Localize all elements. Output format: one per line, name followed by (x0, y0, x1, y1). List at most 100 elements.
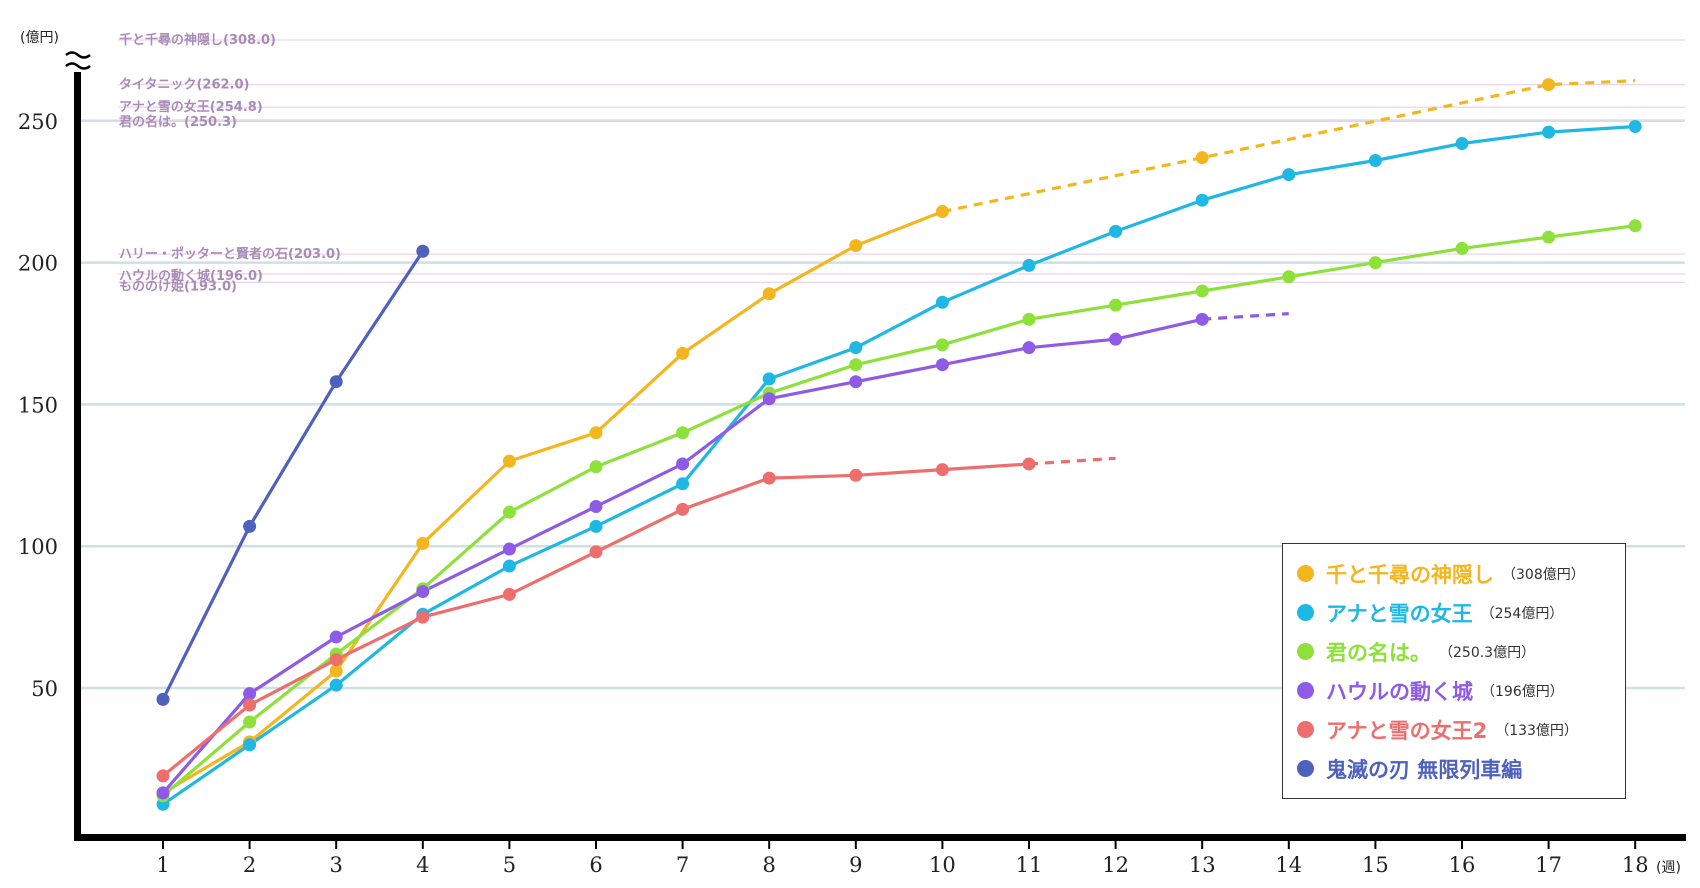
reference-lines: 千と千尋の神隠し(308.0) タイタニック(262.0) アナと雪の女王(254.… (118, 32, 1685, 294)
data-point (243, 738, 257, 752)
legend-item: ハウルの動く城 （196億円） (1297, 671, 1625, 710)
data-point (243, 715, 257, 729)
legend-series-total: （250.3億円） (1439, 644, 1536, 661)
data-point (1282, 270, 1296, 284)
data-point (502, 542, 516, 556)
data-point (502, 559, 516, 573)
legend-series-total: （133億円） (1495, 722, 1578, 739)
series-line (161, 317, 1203, 794)
x-tick-label: 16 (1449, 853, 1476, 877)
data-point (589, 499, 603, 513)
data-point (589, 545, 603, 559)
x-tick-label: 2 (243, 853, 256, 877)
legend-item: アナと雪の女王 （254億円） (1297, 593, 1625, 632)
data-point (1022, 457, 1036, 471)
data-point (329, 375, 343, 389)
reference-label: ハウルの動く城(196.0) (119, 268, 263, 284)
reference-label: もののけ姫(193.0) (119, 278, 237, 294)
axis-break-mark (65, 51, 91, 59)
data-point (762, 287, 776, 301)
data-point (1022, 258, 1036, 272)
data-point (243, 519, 257, 533)
legend-series-name: 千と千尋の神隠し (1326, 562, 1494, 587)
x-tick-label: 15 (1362, 853, 1389, 877)
legend-marker (1297, 604, 1314, 621)
data-point (1455, 136, 1469, 150)
data-point (329, 664, 343, 678)
data-point (849, 375, 863, 389)
x-tick-label: 11 (1016, 853, 1043, 877)
x-tick-label: 14 (1275, 853, 1302, 877)
reference-label: 君の名は。(250.3) (119, 114, 237, 130)
series-line (161, 250, 425, 701)
data-point (1022, 341, 1036, 355)
legend-marker (1297, 682, 1314, 699)
data-point (502, 587, 516, 601)
y-tick-label: 150 (18, 393, 58, 417)
y-tick-label: 50 (31, 677, 58, 701)
x-tick-label: 9 (849, 853, 862, 877)
data-point (762, 471, 776, 485)
legend-series-name: アナと雪の女王 (1326, 601, 1473, 626)
data-point (502, 454, 516, 468)
data-point (762, 392, 776, 406)
axes (64, 50, 1686, 849)
legend-item: アナと雪の女王2 （133億円） (1297, 710, 1625, 749)
data-point (1368, 256, 1382, 270)
y-tick-label: 100 (18, 535, 58, 559)
data-point (329, 630, 343, 644)
x-tick-label: 4 (416, 853, 429, 877)
legend-item: 千と千尋の神隠し （308億円） (1297, 554, 1625, 593)
axis-break-mark (65, 62, 91, 70)
series-lines (161, 79, 1636, 806)
data-point (329, 653, 343, 667)
data-point (1195, 193, 1209, 207)
data-point (935, 463, 949, 477)
data-point (676, 426, 690, 440)
legend-series-total: （196億円） (1481, 683, 1564, 700)
series-projection-line (1028, 456, 1116, 466)
legend-series-name: ハウルの動く城 (1326, 679, 1473, 704)
data-point (935, 205, 949, 219)
data-point (1022, 312, 1036, 326)
data-point (1542, 230, 1556, 244)
legend-marker (1297, 760, 1314, 777)
data-point (502, 505, 516, 519)
legend-item: 君の名は。 （250.3億円） (1297, 632, 1625, 671)
x-tick-label: 10 (929, 853, 956, 877)
data-point (676, 346, 690, 360)
data-point (676, 457, 690, 471)
data-point (676, 477, 690, 491)
reference-label: タイタニック(262.0) (119, 78, 249, 93)
x-tick-label: 5 (503, 853, 516, 877)
x-tick-label: 12 (1102, 853, 1129, 877)
x-tick-label: 3 (330, 853, 343, 877)
series-points (156, 78, 1642, 811)
y-tick-label: 200 (18, 252, 58, 276)
data-point (1628, 219, 1642, 233)
data-point (1368, 154, 1382, 168)
x-tick-label: 18 (1622, 853, 1649, 877)
series-line (162, 124, 1636, 806)
data-point (416, 610, 430, 624)
legend-series-name: 鬼滅の刃 無限列車編 (1326, 757, 1523, 782)
data-point (1195, 312, 1209, 326)
series-projection-line (942, 79, 1636, 214)
y-tick-label: 250 (18, 110, 58, 134)
data-point (1109, 224, 1123, 238)
data-point (849, 341, 863, 355)
legend-marker (1297, 565, 1314, 582)
legend-series-total: （308億円） (1502, 566, 1585, 583)
legend-series-name: アナと雪の女王2 (1326, 718, 1488, 743)
legend-marker (1297, 643, 1314, 660)
data-point (1195, 151, 1209, 165)
data-point (1455, 241, 1469, 255)
legend-series-name: 君の名は。 (1326, 640, 1431, 665)
x-tick-label: 17 (1535, 853, 1562, 877)
data-point (1542, 125, 1556, 139)
legend-item: 鬼滅の刃 無限列車編 (1297, 749, 1625, 788)
data-point (589, 519, 603, 533)
data-point (243, 687, 257, 701)
data-point (416, 244, 430, 258)
